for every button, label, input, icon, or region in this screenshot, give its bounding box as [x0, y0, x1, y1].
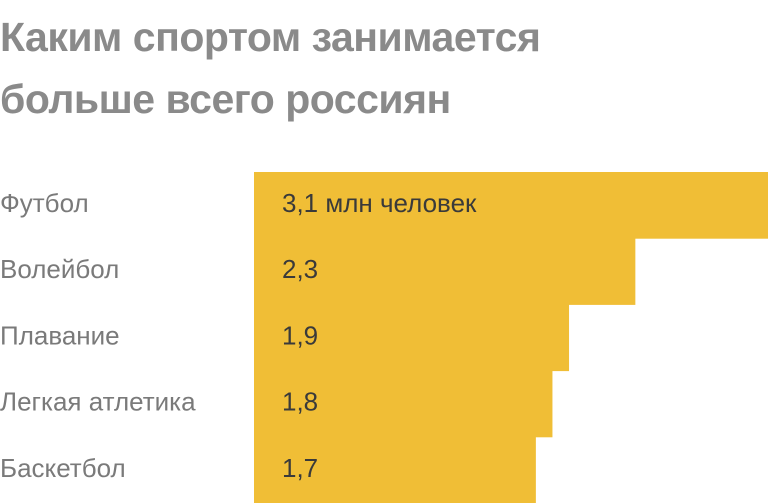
- category-label: Плавание: [0, 320, 120, 350]
- value-label: 3,1 млн человек: [282, 188, 477, 218]
- bar: [254, 304, 570, 372]
- bar: [254, 238, 636, 305]
- category-label: Волейбол: [0, 254, 119, 284]
- bar: [254, 370, 553, 438]
- category-label: Легкая атлетика: [0, 387, 196, 417]
- bar: [254, 172, 768, 239]
- category-label: Футбол: [0, 188, 89, 218]
- bar: [254, 436, 536, 503]
- category-label: Баскетбол: [0, 453, 126, 483]
- value-label: 1,7: [282, 453, 318, 483]
- value-label: 1,8: [282, 387, 318, 417]
- chart-title: Каким спортом занимается больше всего ро…: [0, 14, 541, 122]
- value-label: 2,3: [282, 254, 318, 284]
- value-label: 1,9: [282, 320, 318, 350]
